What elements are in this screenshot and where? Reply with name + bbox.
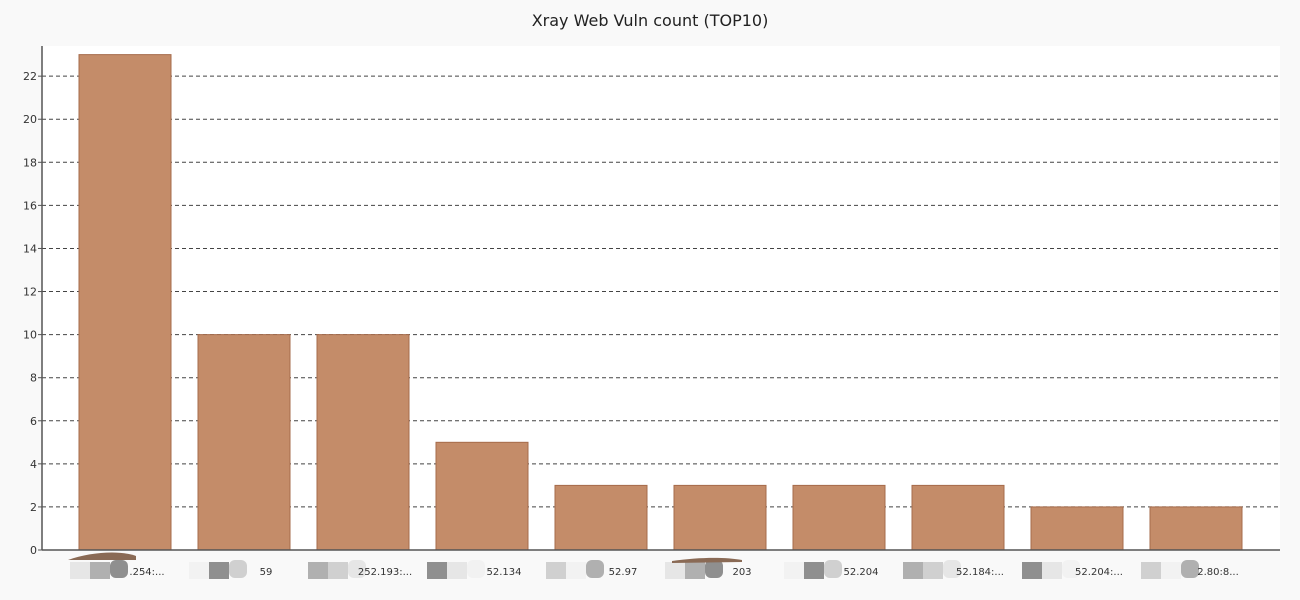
redaction-block bbox=[328, 562, 348, 579]
redaction-block bbox=[308, 562, 328, 579]
bar bbox=[673, 484, 767, 551]
redaction-block bbox=[1042, 562, 1062, 579]
y-tick-label: 20 bbox=[23, 113, 37, 126]
y-tick-label: 0 bbox=[30, 544, 37, 557]
bar bbox=[554, 484, 648, 551]
redaction-block bbox=[824, 560, 842, 578]
redaction-block bbox=[705, 560, 723, 578]
bar bbox=[78, 54, 172, 551]
y-tick-label: 16 bbox=[23, 199, 37, 212]
redaction-block bbox=[1062, 560, 1080, 578]
redaction-block bbox=[189, 562, 209, 579]
y-tick-label: 14 bbox=[23, 242, 37, 255]
bar bbox=[197, 334, 291, 551]
redaction-block bbox=[110, 560, 128, 578]
x-tick-label: 52.134 bbox=[487, 567, 522, 578]
redaction-marks bbox=[68, 552, 1199, 579]
redaction-stroke bbox=[672, 557, 742, 563]
redaction-block bbox=[447, 562, 467, 579]
redaction-block bbox=[566, 562, 586, 579]
redaction-block bbox=[804, 562, 824, 579]
chart-title: Xray Web Vuln count (TOP10) bbox=[532, 11, 769, 30]
x-tick-label: 203 bbox=[732, 567, 751, 578]
redaction-block bbox=[229, 560, 247, 578]
x-axis-labels: .254:... 59 252.193:... 52.134 52.97 203 52.20… bbox=[129, 567, 1238, 578]
redaction-block bbox=[1141, 562, 1161, 579]
redaction-block bbox=[467, 560, 485, 578]
redaction-block bbox=[943, 560, 961, 578]
bar bbox=[435, 441, 529, 551]
y-tick-label: 18 bbox=[23, 156, 37, 169]
y-tick-label: 22 bbox=[23, 70, 37, 83]
y-tick-label: 8 bbox=[30, 372, 37, 385]
x-tick-label: 59 bbox=[260, 567, 273, 578]
bar bbox=[1030, 506, 1124, 551]
x-tick-label: 2.80:8... bbox=[1197, 567, 1239, 578]
redaction-block bbox=[546, 562, 566, 579]
redaction-block bbox=[90, 562, 110, 579]
x-tick-label: .254:... bbox=[129, 567, 164, 578]
x-tick-label: 252.193:... bbox=[358, 567, 412, 578]
y-tick-label: 4 bbox=[30, 458, 37, 471]
x-tick-label: 52.184:... bbox=[956, 567, 1004, 578]
redaction-block bbox=[1022, 562, 1042, 579]
y-tick-label: 12 bbox=[23, 286, 37, 299]
redaction-block bbox=[1161, 562, 1181, 579]
x-tick-label: 52.204:... bbox=[1075, 567, 1123, 578]
redaction-block bbox=[923, 562, 943, 579]
redaction-block bbox=[427, 562, 447, 579]
redaction-block bbox=[685, 562, 705, 579]
redaction-block bbox=[903, 562, 923, 579]
x-tick-label: 52.97 bbox=[609, 567, 638, 578]
redaction-block bbox=[348, 560, 366, 578]
bars bbox=[78, 54, 1243, 551]
redaction-block bbox=[1181, 560, 1199, 578]
x-tick-label: 52.204 bbox=[844, 567, 879, 578]
bar bbox=[911, 484, 1005, 551]
y-tick-label: 2 bbox=[30, 501, 37, 514]
redaction-block bbox=[784, 562, 804, 579]
bar bbox=[316, 334, 410, 551]
redaction-block bbox=[209, 562, 229, 579]
redaction-block bbox=[70, 562, 90, 579]
bar bbox=[792, 484, 886, 551]
y-axis-ticks: 0 2 4 6 8 10 12 14 16 18 20 22 bbox=[23, 70, 42, 557]
y-tick-label: 10 bbox=[23, 329, 37, 342]
redaction-block bbox=[665, 562, 685, 579]
bar bbox=[1149, 506, 1243, 551]
redaction-block bbox=[586, 560, 604, 578]
redaction-stroke bbox=[68, 552, 136, 560]
y-tick-label: 6 bbox=[30, 415, 37, 428]
